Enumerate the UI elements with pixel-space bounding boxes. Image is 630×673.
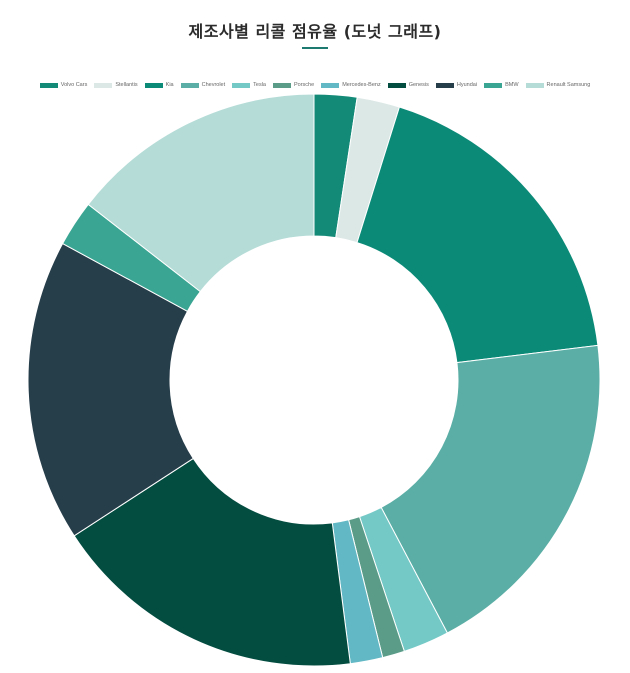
legend-item[interactable]: Stellantis [94,82,138,88]
legend-swatch [144,82,163,88]
legend-item[interactable]: Chevrolet [180,82,226,88]
legend-swatch [94,82,113,88]
chart-title: 제조사별 리콜 점유율 (도넛 그래프) [188,22,442,41]
donut-slice-kia[interactable] [356,106,599,364]
legend-item[interactable]: Kia [144,82,174,88]
legend-label: Volvo Cars [60,82,88,88]
legend-label: Porsche [294,82,315,88]
legend-swatch [321,82,340,88]
legend-label: Stellantis [115,82,138,88]
legend-item[interactable]: Porsche [273,82,314,88]
donut-slice-chevrolet[interactable] [380,344,601,634]
legend-label: Renault Samsung [546,82,591,88]
legend-swatch [180,82,199,88]
legend-swatch [39,82,58,88]
donut-slice-hyundai[interactable] [27,242,194,537]
title-underline [302,47,328,49]
legend-item[interactable]: Hyundai [435,82,478,88]
legend-item[interactable]: Tesla [232,82,266,88]
legend-swatch [273,82,291,88]
legend-swatch [232,82,251,88]
legend-item[interactable]: Volvo Cars [39,82,88,88]
legend-label: Kia [165,82,174,88]
legend-item[interactable]: BMW [484,82,519,88]
legend-item[interactable]: Mercedes-Benz [321,82,381,88]
legend-item[interactable]: Renault Samsung [525,82,591,88]
legend-swatch [435,82,454,88]
donut-slice-renault-samsung[interactable] [87,93,315,293]
donut-slice-genesis[interactable] [73,457,351,667]
legend-label: Genesis [408,82,429,88]
legend-label: Tesla [253,82,266,88]
legend-swatch [484,82,503,88]
legend-swatch [387,82,406,88]
legend-label: Chevrolet [201,82,226,88]
legend-label: Hyundai [456,82,478,88]
legend-label: BMW [505,82,519,88]
chart-legend: Volvo Cars Stellantis Kia Chevrolet Tesla Por… [0,82,630,88]
legend-swatch [525,82,544,88]
legend-label: Mercedes-Benz [342,82,381,88]
legend-item[interactable]: Genesis [387,82,429,88]
